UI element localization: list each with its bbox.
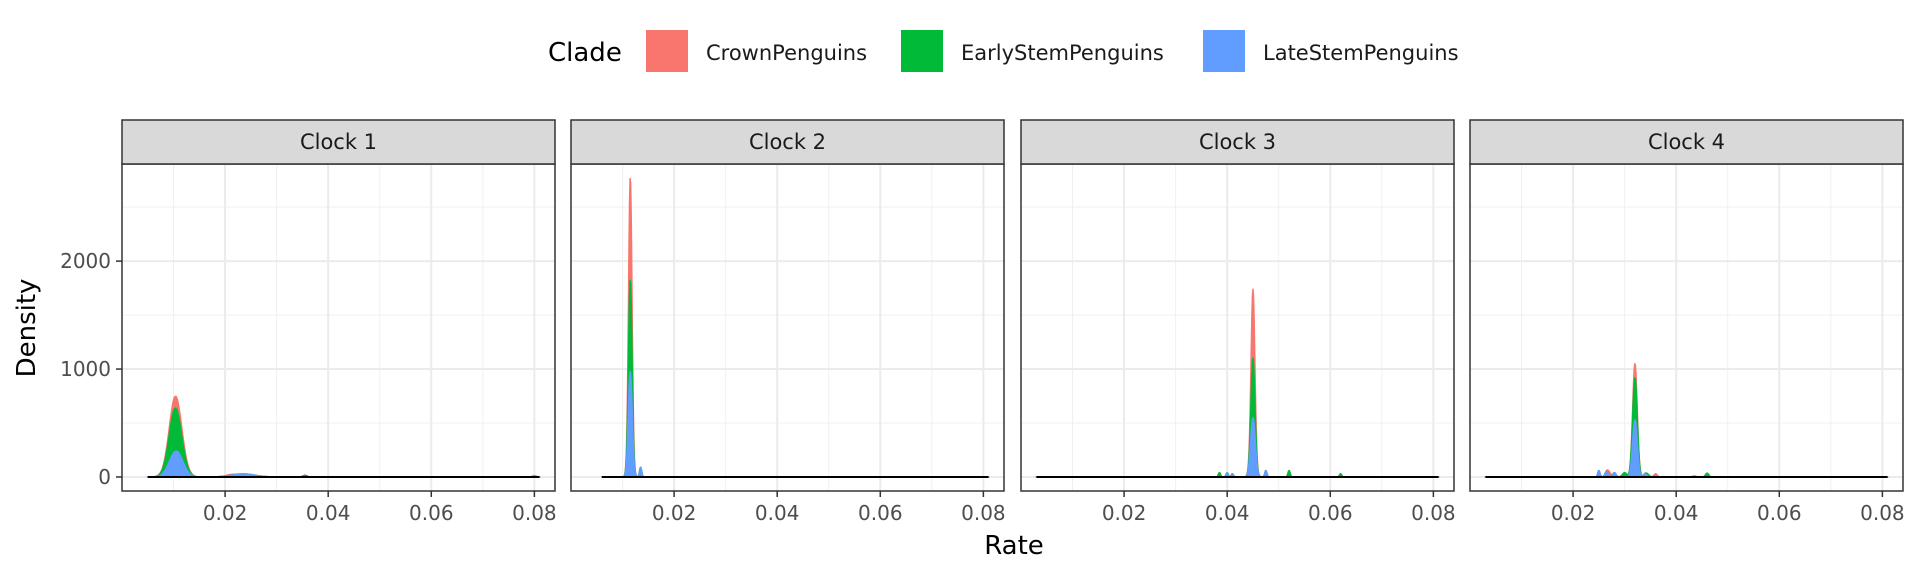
x-tick-label: 0.06	[409, 501, 454, 525]
y-tick-label: 0	[98, 465, 111, 489]
x-tick-label: 0.04	[1205, 501, 1250, 525]
legend-key-crownpenguins	[646, 30, 688, 72]
strip-background	[1020, 119, 1455, 165]
x-tick-label: 0.06	[858, 501, 903, 525]
x-axis-title: Rate	[984, 531, 1044, 561]
legend-key-latestempenguins	[1203, 30, 1245, 72]
strip-background	[1469, 119, 1904, 165]
plot-background	[122, 164, 555, 491]
strip-label: Clock 2	[749, 130, 826, 154]
x-tick-label: 0.06	[1757, 501, 1802, 525]
strip-background	[570, 119, 1005, 165]
x-tick-label: 0.02	[652, 501, 697, 525]
x-tick-label: 0.04	[755, 501, 800, 525]
x-tick-label: 0.04	[1654, 501, 1699, 525]
x-tick-label: 0.08	[1860, 501, 1905, 525]
x-tick-label: 0.02	[1551, 501, 1596, 525]
x-tick-label: 0.04	[306, 501, 351, 525]
legend-label-latestempenguins: LateStemPenguins	[1263, 41, 1459, 65]
panel-clock-4: Clock 4 0.02 0.04 0.06 0.08	[1469, 119, 1905, 525]
panel-clock-1: Clock 1 0.02 0.04 0.06 0.08 0 1000 2000	[60, 119, 557, 525]
legend: Clade CrownPenguins EarlyStemPenguins La…	[548, 30, 1459, 72]
legend-key-earlystempenguins	[901, 30, 943, 72]
plot-background	[1021, 164, 1454, 491]
x-tick-label: 0.02	[203, 501, 248, 525]
panel-clock-2: Clock 2 0.02 0.04 0.06 0.08	[570, 119, 1006, 525]
y-axis-title: Density	[12, 279, 42, 378]
legend-label-earlystempenguins: EarlyStemPenguins	[961, 41, 1164, 65]
x-tick-label: 0.08	[512, 501, 557, 525]
strip-label: Clock 1	[300, 130, 377, 154]
panel-clock-3: Clock 3 0.02 0.04 0.06 0.08	[1020, 119, 1456, 525]
strip-label: Clock 4	[1648, 130, 1725, 154]
y-tick-label: 2000	[60, 249, 111, 273]
legend-title: Clade	[548, 38, 622, 68]
x-tick-label: 0.08	[1411, 501, 1456, 525]
x-tick-label: 0.08	[961, 501, 1006, 525]
y-tick-label: 1000	[60, 357, 111, 381]
plot-background	[1470, 164, 1903, 491]
legend-label-crownpenguins: CrownPenguins	[706, 41, 867, 65]
plot-background	[571, 164, 1004, 491]
panels: Clock 1 0.02 0.04 0.06 0.08 0 1000 2000 Clock 2 0…	[60, 119, 1905, 525]
x-tick-label: 0.02	[1102, 501, 1147, 525]
strip-label: Clock 3	[1199, 130, 1276, 154]
strip-background	[121, 119, 556, 165]
x-tick-label: 0.06	[1308, 501, 1353, 525]
